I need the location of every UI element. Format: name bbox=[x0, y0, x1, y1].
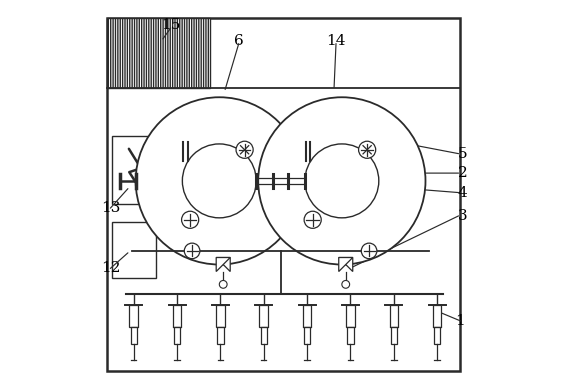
Text: 13: 13 bbox=[101, 201, 120, 215]
Bar bbox=[173, 305, 181, 327]
Bar bbox=[304, 327, 310, 344]
Bar bbox=[261, 327, 267, 344]
Text: 5: 5 bbox=[458, 147, 467, 161]
Circle shape bbox=[183, 144, 256, 218]
Text: 3: 3 bbox=[458, 209, 467, 223]
Circle shape bbox=[181, 211, 198, 228]
Circle shape bbox=[304, 211, 321, 228]
Bar bbox=[348, 327, 354, 344]
Polygon shape bbox=[216, 258, 230, 272]
Polygon shape bbox=[338, 258, 353, 272]
Circle shape bbox=[136, 97, 303, 265]
Bar bbox=[216, 305, 225, 327]
Polygon shape bbox=[338, 258, 353, 272]
Polygon shape bbox=[216, 258, 230, 272]
Circle shape bbox=[361, 243, 377, 259]
Text: 1: 1 bbox=[456, 314, 466, 328]
Bar bbox=[107, 18, 210, 88]
Bar bbox=[112, 222, 156, 278]
Bar bbox=[434, 327, 440, 344]
Bar bbox=[129, 305, 138, 327]
Circle shape bbox=[258, 97, 425, 265]
Text: 12: 12 bbox=[101, 261, 120, 275]
Text: 14: 14 bbox=[326, 34, 346, 48]
Bar bbox=[130, 327, 137, 344]
Bar bbox=[433, 305, 442, 327]
Text: 15: 15 bbox=[161, 18, 180, 32]
Bar bbox=[391, 327, 397, 344]
Bar bbox=[260, 305, 268, 327]
Circle shape bbox=[236, 141, 253, 158]
Text: 4: 4 bbox=[458, 186, 467, 200]
Bar bbox=[112, 136, 156, 204]
Bar bbox=[303, 305, 311, 327]
Bar bbox=[390, 305, 398, 327]
Circle shape bbox=[184, 243, 200, 259]
Text: 2: 2 bbox=[458, 166, 467, 180]
Bar bbox=[346, 305, 355, 327]
Bar bbox=[217, 327, 223, 344]
Circle shape bbox=[358, 141, 376, 158]
Bar bbox=[174, 327, 180, 344]
Circle shape bbox=[305, 144, 379, 218]
Circle shape bbox=[342, 280, 350, 288]
Text: 6: 6 bbox=[234, 34, 244, 48]
Circle shape bbox=[219, 280, 227, 288]
